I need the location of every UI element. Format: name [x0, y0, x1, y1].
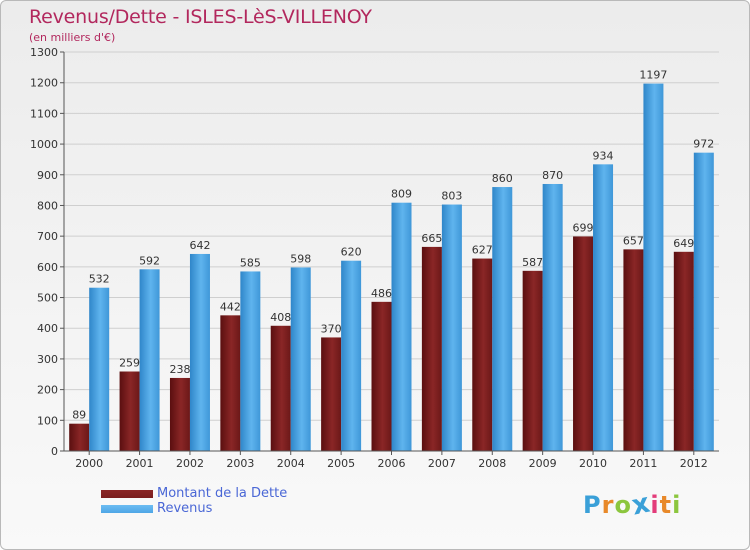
proxiti-logo: Proxiti	[583, 487, 682, 521]
bar-revenus	[240, 271, 261, 451]
bar-dette	[321, 337, 342, 451]
bar-revenus	[492, 187, 513, 452]
y-tick-label: 500	[37, 292, 58, 305]
y-tick-label: 1300	[30, 46, 58, 59]
bar-dette	[623, 249, 644, 451]
y-tick-label: 600	[37, 261, 58, 274]
y-tick-label: 0	[51, 445, 58, 458]
bar-dette	[522, 270, 543, 451]
data-label-dette: 259	[119, 357, 140, 370]
data-label-revenus: 532	[89, 273, 110, 286]
data-label-revenus: 642	[189, 239, 210, 252]
data-label-revenus: 598	[290, 252, 311, 265]
bar-revenus	[290, 267, 311, 451]
bar-revenus	[189, 253, 210, 451]
bar-dette	[169, 377, 190, 451]
x-tick-label: 2006	[378, 457, 406, 470]
logo-letter: o	[614, 491, 632, 519]
y-tick-label: 1000	[30, 138, 58, 151]
data-label-revenus: 860	[492, 172, 513, 185]
data-label-revenus: 809	[391, 188, 412, 201]
x-tick-label: 2010	[579, 457, 607, 470]
x-tick-label: 2000	[75, 457, 103, 470]
y-tick-label: 400	[37, 322, 58, 335]
x-tick-label: 2004	[277, 457, 305, 470]
x-tick-label: 2005	[327, 457, 355, 470]
bar-dette	[371, 301, 392, 451]
bar-revenus	[391, 202, 412, 451]
x-tick-label: 2012	[680, 457, 708, 470]
bar-revenus	[89, 287, 110, 451]
y-tick-label: 100	[37, 414, 58, 427]
data-label-revenus: 592	[139, 254, 160, 267]
legend-swatch-revenus	[101, 505, 153, 513]
x-tick-label: 2008	[478, 457, 506, 470]
legend-label-dette: Montant de la Dette	[157, 486, 288, 501]
bar-dette	[69, 423, 90, 451]
y-tick-label: 200	[37, 384, 58, 397]
data-label-revenus: 1197	[639, 69, 667, 82]
data-label-revenus: 585	[240, 256, 261, 269]
logo-letter: i	[672, 491, 682, 519]
data-label-dette: 657	[623, 234, 644, 247]
y-tick-label: 300	[37, 353, 58, 366]
data-label-dette: 649	[673, 237, 694, 250]
logo-letter: r	[601, 491, 615, 519]
bar-dette	[421, 246, 442, 451]
x-tick-label: 2011	[629, 457, 657, 470]
data-label-revenus: 870	[542, 169, 563, 182]
y-tick-label: 1100	[30, 107, 58, 120]
y-tick-label: 700	[37, 230, 58, 243]
x-tick-label: 2007	[428, 457, 456, 470]
x-tick-label: 2009	[529, 457, 557, 470]
bar-revenus	[441, 204, 462, 451]
y-tick-label: 800	[37, 199, 58, 212]
data-label-dette: 627	[472, 244, 493, 257]
bar-dette	[573, 236, 594, 451]
bar-dette	[673, 251, 694, 451]
y-tick-label: 1200	[30, 77, 58, 90]
bar-dette	[119, 371, 140, 451]
bar-dette	[270, 325, 291, 451]
y-tick-label: 900	[37, 169, 58, 182]
data-label-dette: 699	[573, 221, 594, 234]
bar-revenus	[139, 269, 160, 451]
data-label-dette: 370	[321, 322, 342, 335]
bar-revenus	[341, 260, 362, 451]
legend-swatch-dette	[101, 490, 153, 498]
data-label-dette: 89	[72, 409, 86, 422]
data-label-dette: 486	[371, 287, 392, 300]
data-label-dette: 442	[220, 300, 241, 313]
data-label-dette: 238	[169, 363, 190, 376]
data-label-revenus: 972	[693, 138, 714, 151]
x-tick-label: 2001	[126, 457, 154, 470]
bar-revenus	[593, 164, 614, 451]
data-label-revenus: 934	[593, 149, 614, 162]
data-label-dette: 408	[270, 311, 291, 324]
data-label-dette: 587	[522, 256, 543, 269]
logo-letter: i	[650, 491, 660, 519]
bar-revenus	[643, 83, 664, 452]
chart-title: Revenus/Dette - ISLES-LèS-VILLENOY	[29, 6, 372, 28]
chart-subtitle: (en milliers d'€)	[29, 31, 116, 44]
data-label-revenus: 803	[441, 190, 462, 203]
x-tick-label: 2003	[226, 457, 254, 470]
bar-dette	[472, 258, 493, 451]
x-tick-label: 2002	[176, 457, 204, 470]
data-label-dette: 665	[421, 232, 442, 245]
bar-revenus	[542, 183, 563, 451]
bar-dette	[220, 315, 241, 451]
logo-letter: t	[659, 491, 673, 519]
logo-letter: P	[583, 491, 602, 519]
bar-revenus	[693, 152, 714, 451]
legend-label-revenus: Revenus	[157, 501, 213, 516]
data-label-revenus: 620	[341, 246, 362, 259]
